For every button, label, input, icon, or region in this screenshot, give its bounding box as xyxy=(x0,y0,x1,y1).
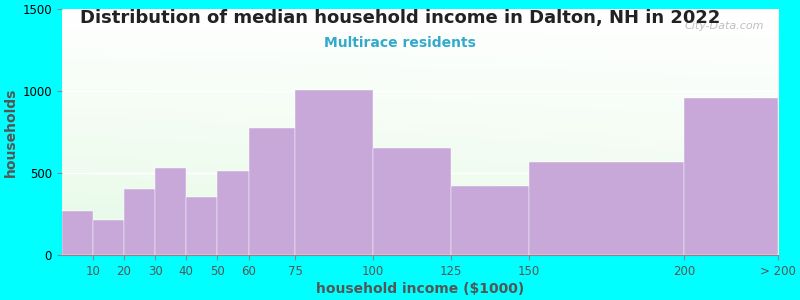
Bar xyxy=(529,162,685,255)
Bar xyxy=(685,98,778,255)
Text: Multirace residents: Multirace residents xyxy=(324,36,476,50)
Bar xyxy=(124,189,155,255)
Bar xyxy=(295,90,373,255)
Text: Distribution of median household income in Dalton, NH in 2022: Distribution of median household income … xyxy=(80,9,720,27)
Bar xyxy=(93,220,124,255)
Text: City-Data.com: City-Data.com xyxy=(684,22,763,32)
Bar xyxy=(218,171,249,255)
Bar xyxy=(62,211,93,255)
Bar xyxy=(186,197,218,255)
Bar xyxy=(373,148,451,255)
Bar xyxy=(451,186,529,255)
Bar xyxy=(155,168,186,255)
Y-axis label: households: households xyxy=(4,87,18,177)
X-axis label: household income ($1000): household income ($1000) xyxy=(316,282,524,296)
Bar xyxy=(249,128,295,255)
